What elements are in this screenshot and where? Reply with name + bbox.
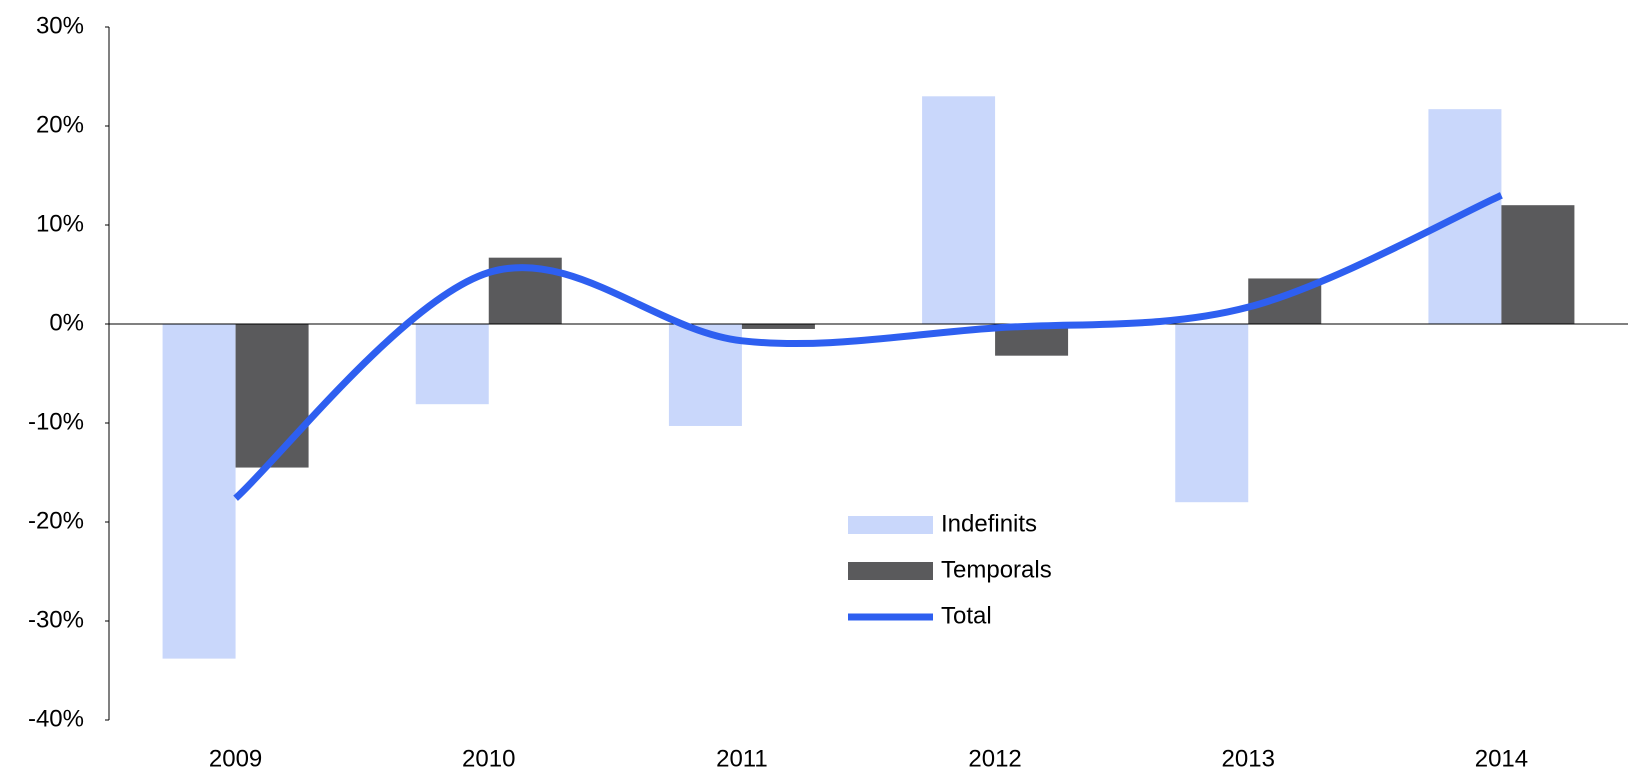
y-tick-label: 10%: [36, 210, 84, 237]
bar: [235, 324, 309, 468]
y-tick-label: -30%: [28, 606, 84, 633]
y-tick-label: -40%: [28, 705, 84, 732]
x-tick-label: 2013: [1222, 745, 1275, 772]
x-tick-label: 2012: [968, 745, 1021, 772]
x-tick-label: 2009: [209, 745, 262, 772]
bar: [162, 324, 236, 659]
legend-swatch: [848, 516, 933, 534]
legend-swatch: [848, 562, 933, 580]
y-tick-label: 30%: [36, 12, 84, 39]
x-tick-label: 2014: [1475, 745, 1528, 772]
x-tick-label: 2010: [462, 745, 515, 772]
bar: [415, 324, 489, 405]
y-tick-label: -20%: [28, 507, 84, 534]
legend: Indefinits Temporals Total: [803, 502, 1125, 641]
legend-label: Total: [941, 602, 992, 629]
legend-label: Temporals: [941, 556, 1052, 583]
bar: [741, 324, 815, 329]
y-tick-label: -10%: [28, 408, 84, 435]
bar: [1501, 205, 1575, 324]
legend-label: Indefinits: [941, 510, 1037, 537]
bar: [1175, 324, 1249, 503]
y-tick-label: 20%: [36, 111, 84, 138]
bar: [922, 96, 996, 324]
total-line: [233, 192, 1503, 501]
x-tick-label: 2011: [716, 745, 768, 772]
y-tick-label: 0%: [49, 309, 84, 336]
